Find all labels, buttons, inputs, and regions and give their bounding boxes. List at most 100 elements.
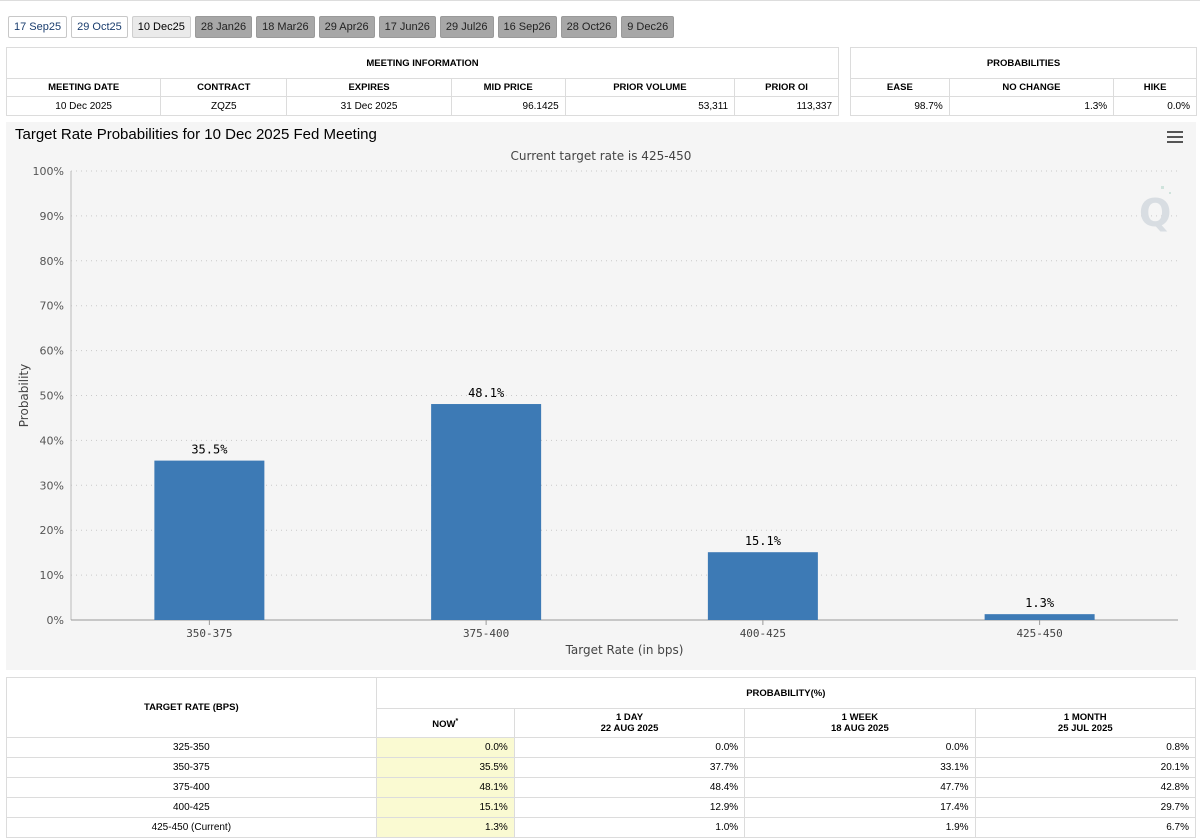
col-hike: HIKE xyxy=(1113,78,1197,97)
col-now: NOW* xyxy=(375,708,515,738)
col-ease: EASE xyxy=(850,78,950,97)
now-cell: 15.1% xyxy=(375,797,515,818)
no-change-value: 1.3% xyxy=(948,96,1115,116)
col-expires: EXPIRES xyxy=(286,78,452,97)
probabilities-table: PROBABILITIES EASE NO CHANGE HIKE 98.7% … xyxy=(850,47,1197,116)
chart-subtitle: Current target rate is 425-450 xyxy=(510,149,692,163)
y-tick-label: 60% xyxy=(40,345,64,358)
chart-title: Target Rate Probabilities for 10 Dec 202… xyxy=(15,126,377,143)
rate-cell: 325-350 xyxy=(6,737,377,758)
day-cell: 37.7% xyxy=(513,757,746,778)
hike-value: 0.0% xyxy=(1113,96,1197,116)
mid-price-value: 96.1425 xyxy=(450,96,566,116)
col-1-day: 1 DAY 22 AUG 2025 xyxy=(513,708,746,738)
col-prior-oi: PRIOR OI xyxy=(734,78,839,97)
now-cell: 1.3% xyxy=(375,817,515,838)
table-row: 375-400 48.1% 48.4% 47.7% 42.8% xyxy=(6,777,1197,798)
meeting-date-value: 10 Dec 2025 xyxy=(5,96,162,116)
rate-cell: 425-450 (Current) xyxy=(6,817,377,838)
one-week-date: 18 AUG 2025 xyxy=(831,723,889,734)
x-axis-title: Target Rate (in bps) xyxy=(565,643,684,657)
bar-data-label: 1.3% xyxy=(1025,596,1055,610)
tab-29apr26[interactable]: 29 Apr26 xyxy=(318,16,375,38)
one-month-date: 25 JUL 2025 xyxy=(1057,723,1113,734)
rate-cell: 400-425 xyxy=(6,797,377,818)
y-tick-label: 100% xyxy=(33,165,64,178)
one-week-label: 1 WEEK xyxy=(841,712,879,723)
month-cell: 6.7% xyxy=(974,817,1197,838)
y-tick-label: 50% xyxy=(40,390,64,403)
one-month-label: 1 MONTH xyxy=(1063,712,1107,723)
meeting-information-title: MEETING INFORMATION xyxy=(6,47,839,79)
tab-29oct25[interactable]: 29 Oct25 xyxy=(71,16,128,38)
one-day-label: 1 DAY xyxy=(615,712,644,723)
svg-text:Q: Q xyxy=(1139,191,1171,235)
top-divider xyxy=(0,0,1200,1)
meeting-information-table: MEETING INFORMATION MEETING DATE CONTRAC… xyxy=(5,47,839,116)
tab-17sep25[interactable]: 17 Sep25 xyxy=(8,16,68,38)
now-cell: 35.5% xyxy=(375,757,515,778)
expires-value: 31 Dec 2025 xyxy=(286,96,452,116)
table-row: 425-450 (Current) 1.3% 1.0% 1.9% 6.7% xyxy=(6,817,1197,838)
ease-value: 98.7% xyxy=(850,96,950,116)
bar xyxy=(431,404,542,620)
probability-history-table: TARGET RATE (BPS) PROBABILITY(%) NOW* 1 … xyxy=(6,677,1197,838)
y-tick-label: 40% xyxy=(40,434,64,447)
month-cell: 29.7% xyxy=(974,797,1197,818)
now-label: NOW xyxy=(432,719,456,731)
bar-data-label: 15.1% xyxy=(745,534,782,548)
rate-cell: 350-375 xyxy=(6,757,377,778)
probabilities-title: PROBABILITIES xyxy=(850,47,1197,79)
bar xyxy=(707,552,818,620)
one-day-date: 22 AUG 2025 xyxy=(600,723,659,734)
y-axis-title: Probability xyxy=(17,364,31,427)
now-cell: 48.1% xyxy=(375,777,515,798)
col-mid-price: MID PRICE xyxy=(450,78,566,97)
day-cell: 48.4% xyxy=(513,777,746,798)
tab-28jan26[interactable]: 28 Jan26 xyxy=(194,16,253,38)
x-tick-label: 425-450 xyxy=(1016,627,1062,640)
y-tick-label: 20% xyxy=(40,524,64,537)
chart-menu-icon[interactable] xyxy=(1167,131,1183,145)
month-cell: 42.8% xyxy=(974,777,1197,798)
bar xyxy=(154,460,265,620)
tab-9dec26[interactable]: 9 Dec26 xyxy=(621,16,675,38)
col-prior-volume: PRIOR VOLUME xyxy=(564,78,736,97)
logo-watermark-icon: Q xyxy=(1139,186,1171,235)
x-tick-label: 375-400 xyxy=(463,627,509,640)
x-tick-label: 350-375 xyxy=(186,627,232,640)
prior-volume-value: 53,311 xyxy=(564,96,736,116)
col-1-month: 1 MONTH 25 JUL 2025 xyxy=(974,708,1197,738)
probability-group-header: PROBABILITY(%) xyxy=(375,677,1197,709)
day-cell: 0.0% xyxy=(513,737,746,758)
y-tick-label: 30% xyxy=(40,479,64,492)
bar xyxy=(984,614,1095,620)
week-cell: 0.0% xyxy=(744,737,976,758)
bar-data-label: 35.5% xyxy=(191,443,228,457)
week-cell: 1.9% xyxy=(744,817,976,838)
meeting-tabs: 17 Sep25 29 Oct25 10 Dec25 28 Jan26 18 M… xyxy=(8,16,675,38)
day-cell: 12.9% xyxy=(513,797,746,818)
tab-28oct26[interactable]: 28 Oct26 xyxy=(560,16,618,38)
day-cell: 1.0% xyxy=(513,817,746,838)
col-1-week: 1 WEEK 18 AUG 2025 xyxy=(744,708,976,738)
tab-17jun26[interactable]: 17 Jun26 xyxy=(378,16,436,38)
col-contract: CONTRACT xyxy=(160,78,288,97)
tab-10dec25[interactable]: 10 Dec25 xyxy=(131,16,191,38)
rate-cell: 375-400 xyxy=(6,777,377,798)
tab-29jul26[interactable]: 29 Jul26 xyxy=(439,16,494,38)
y-tick-label: 70% xyxy=(40,300,64,313)
x-tick-label: 400-425 xyxy=(740,627,786,640)
bar-data-label: 48.1% xyxy=(468,386,505,400)
y-tick-label: 10% xyxy=(40,569,64,582)
col-meeting-date: MEETING DATE xyxy=(5,78,162,97)
month-cell: 20.1% xyxy=(974,757,1197,778)
week-cell: 47.7% xyxy=(744,777,976,798)
now-footnote-mark: * xyxy=(455,717,459,725)
week-cell: 17.4% xyxy=(744,797,976,818)
y-tick-label: 80% xyxy=(40,255,64,268)
bar-chart: 0% 10% 20% 30% 40% 50% 60% 70% 80% 90% 100% 35.5% 35… xyxy=(17,165,1178,657)
y-tick-label: 90% xyxy=(40,210,64,223)
tab-16sep26[interactable]: 16 Sep26 xyxy=(497,16,557,38)
tab-18mar26[interactable]: 18 Mar26 xyxy=(256,16,315,38)
